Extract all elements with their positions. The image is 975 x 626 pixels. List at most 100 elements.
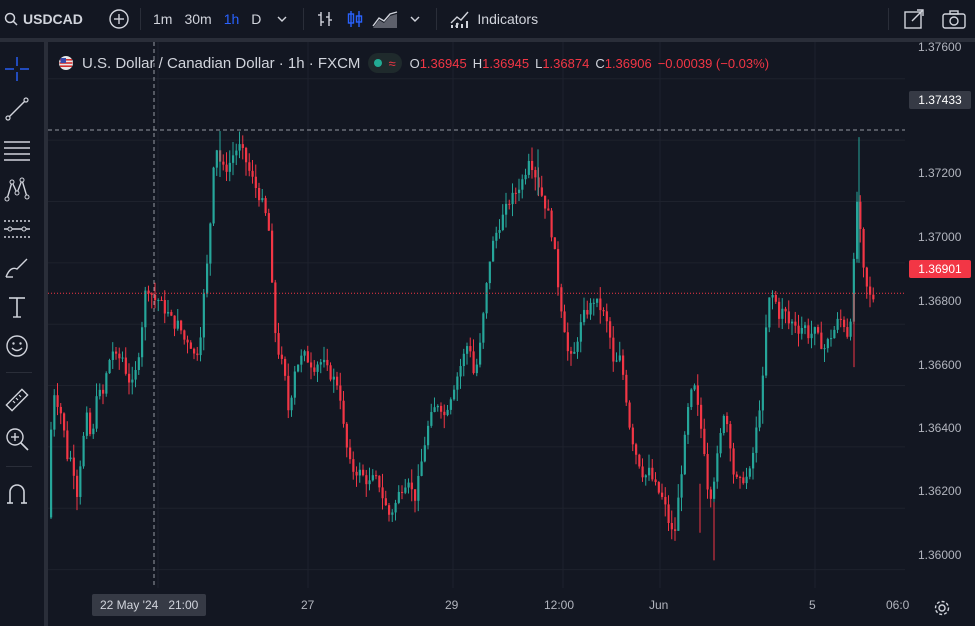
candle-body <box>843 319 846 328</box>
candles-chart-type-button[interactable] <box>340 0 370 38</box>
trend-line-tool[interactable] <box>2 94 32 124</box>
x-tick-label: Jun <box>649 598 669 612</box>
crosshair-tool[interactable] <box>2 54 32 84</box>
indicators-button[interactable]: Indicators <box>443 0 544 38</box>
candle-body <box>72 457 75 476</box>
candle-body <box>505 203 508 215</box>
candle-body <box>531 160 534 171</box>
candle-body <box>134 370 137 380</box>
candle-body <box>287 375 290 411</box>
candle-body <box>157 299 160 301</box>
candle-body <box>53 395 56 430</box>
candle-body <box>163 300 166 314</box>
crosshair-date: 22 May '24 <box>100 598 159 612</box>
candle-body <box>778 301 781 319</box>
emoji-tool[interactable] <box>2 331 32 361</box>
candle-body <box>303 351 306 356</box>
interval-1m[interactable]: 1m <box>153 11 173 27</box>
candle-body <box>92 428 95 435</box>
candle-body <box>443 411 446 416</box>
candle-body <box>589 302 592 315</box>
forecast-tool[interactable] <box>2 214 32 244</box>
candle-body <box>462 353 465 367</box>
candle-body <box>609 321 612 338</box>
symbol-search[interactable]: USDCAD <box>0 0 104 38</box>
candle-body <box>352 459 355 472</box>
candle-body <box>820 332 823 349</box>
candle-body <box>121 357 124 359</box>
candle-body <box>66 430 69 460</box>
candle-body <box>115 351 118 354</box>
search-icon <box>4 12 18 26</box>
price-axis[interactable]: 1.37600 1.37200 1.37000 1.36800 1.36600 … <box>905 40 975 588</box>
candle-body <box>232 155 235 163</box>
candle-body <box>670 522 673 530</box>
candle-body <box>323 359 326 363</box>
screenshot-button[interactable] <box>933 0 975 38</box>
candle-body <box>664 496 667 505</box>
compare-button[interactable] <box>104 0 134 38</box>
candle-body <box>472 351 475 374</box>
chart-settings-button[interactable] <box>930 596 954 620</box>
candle-body <box>768 297 771 328</box>
price-chart[interactable] <box>48 42 905 588</box>
candle-body <box>498 230 501 233</box>
fib-tool[interactable] <box>2 135 32 165</box>
market-status[interactable]: ≈ <box>368 53 402 73</box>
zoom-tool[interactable] <box>2 424 32 454</box>
candle-body <box>433 407 436 413</box>
interval-30m[interactable]: 30m <box>184 11 212 27</box>
candle-body <box>365 475 368 485</box>
low-label: L <box>535 55 543 71</box>
candle-body <box>514 192 517 194</box>
candle-body <box>271 230 274 283</box>
candle-body <box>755 427 758 453</box>
candle-body <box>306 351 309 363</box>
interval-1h[interactable]: 1h <box>223 11 240 27</box>
top-toolbar: USDCAD 1m 30m 1h D Indicators <box>0 0 975 42</box>
candle-body <box>466 346 469 354</box>
external-link-icon <box>904 9 924 29</box>
interval-dropdown[interactable] <box>267 0 297 38</box>
indicators-label: Indicators <box>477 11 539 27</box>
area-chart-type-button[interactable] <box>370 0 400 38</box>
candle-body <box>154 294 157 301</box>
candle-body <box>745 476 748 484</box>
y-tick-label: 1.36000 <box>918 548 962 562</box>
text-tool[interactable] <box>2 292 32 322</box>
candle-body <box>131 379 134 383</box>
candle-body <box>638 454 641 467</box>
candle-body <box>485 283 488 314</box>
candle-body <box>430 412 433 426</box>
brush-tool[interactable] <box>2 253 32 283</box>
candle-body <box>420 461 423 476</box>
candle-body <box>329 365 332 380</box>
indicators-icon <box>450 11 469 28</box>
text-icon <box>9 297 25 318</box>
measure-lines-icon <box>4 220 30 238</box>
candle-body <box>544 195 547 209</box>
y-tick-label: 1.36800 <box>918 294 962 308</box>
candle-body <box>248 162 251 171</box>
candle-body <box>722 415 725 434</box>
bar-chart-type-button[interactable] <box>310 0 340 38</box>
open-new-window-button[interactable] <box>895 0 933 38</box>
candle-body <box>228 162 231 172</box>
open-label: O <box>409 55 420 71</box>
interval-1d[interactable]: D <box>251 11 262 27</box>
candle-body <box>488 261 491 284</box>
toolbar-divider <box>436 8 438 30</box>
x-tick-label: 5 <box>809 598 816 612</box>
candle-body <box>89 412 92 435</box>
candle-body <box>849 321 852 337</box>
candle-body <box>693 385 696 390</box>
candle-body <box>404 487 407 493</box>
candle-body <box>781 308 784 319</box>
chart-type-dropdown[interactable] <box>400 0 430 38</box>
magnet-tool[interactable] <box>2 478 32 508</box>
ruler-tool[interactable] <box>2 385 32 415</box>
pattern-tool[interactable] <box>2 175 32 205</box>
candle-body <box>495 232 498 241</box>
candle-body <box>144 290 147 328</box>
candle-body <box>124 357 127 374</box>
